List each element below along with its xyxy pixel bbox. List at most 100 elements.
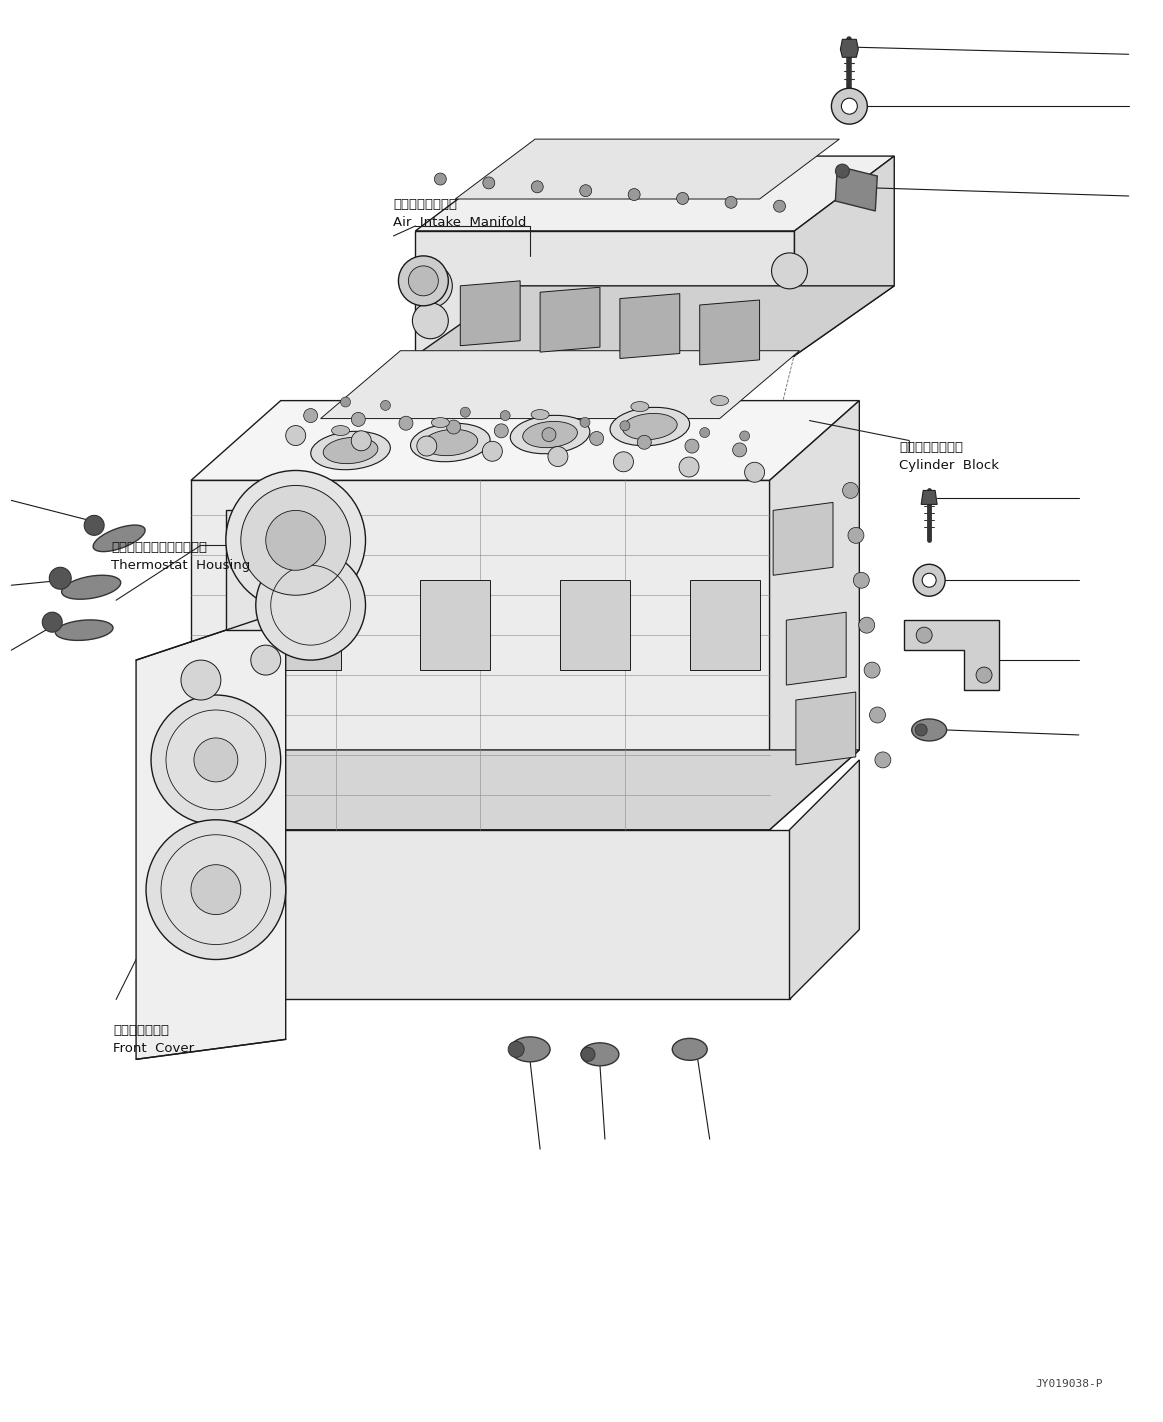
Circle shape [494, 424, 508, 438]
Text: 吸気マニホールド
Air  Intake  Manifold: 吸気マニホールド Air Intake Manifold [393, 198, 527, 229]
Bar [226, 510, 356, 630]
Ellipse shape [522, 421, 577, 448]
Polygon shape [455, 139, 840, 199]
Ellipse shape [311, 431, 391, 469]
Polygon shape [321, 351, 799, 418]
Circle shape [848, 528, 864, 543]
Ellipse shape [531, 410, 549, 419]
Bar [561, 580, 630, 670]
Ellipse shape [93, 525, 145, 552]
Circle shape [548, 447, 568, 466]
Ellipse shape [431, 418, 449, 428]
Circle shape [42, 613, 63, 633]
Circle shape [286, 425, 306, 445]
Circle shape [976, 667, 992, 683]
Polygon shape [620, 293, 679, 358]
Ellipse shape [912, 720, 947, 741]
Polygon shape [415, 230, 794, 356]
Polygon shape [770, 401, 859, 830]
Circle shape [399, 256, 448, 306]
Polygon shape [461, 280, 520, 346]
Circle shape [49, 567, 71, 589]
Circle shape [582, 1048, 595, 1061]
Circle shape [858, 617, 875, 633]
Polygon shape [700, 300, 759, 365]
Circle shape [508, 1041, 525, 1058]
Circle shape [725, 196, 737, 208]
Circle shape [916, 627, 933, 643]
Circle shape [434, 173, 447, 185]
Polygon shape [841, 40, 858, 57]
Polygon shape [191, 401, 859, 481]
Polygon shape [136, 610, 286, 1059]
Circle shape [84, 515, 105, 535]
Circle shape [685, 439, 699, 454]
Circle shape [408, 266, 438, 296]
Circle shape [842, 482, 858, 499]
Circle shape [181, 660, 221, 700]
Circle shape [922, 573, 936, 587]
Ellipse shape [511, 1037, 550, 1062]
Circle shape [700, 428, 709, 438]
Circle shape [744, 462, 764, 482]
Circle shape [266, 510, 326, 570]
Circle shape [351, 412, 365, 427]
Ellipse shape [411, 424, 490, 462]
Circle shape [740, 431, 750, 441]
Circle shape [413, 303, 448, 338]
Polygon shape [191, 749, 859, 830]
Polygon shape [415, 156, 894, 230]
Circle shape [256, 550, 365, 660]
Circle shape [835, 164, 849, 178]
Ellipse shape [331, 425, 350, 435]
Circle shape [416, 437, 437, 456]
Polygon shape [795, 693, 856, 765]
Circle shape [399, 417, 413, 431]
Polygon shape [790, 759, 859, 1000]
Circle shape [226, 471, 365, 610]
Circle shape [194, 738, 237, 782]
Bar [690, 580, 759, 670]
Circle shape [771, 253, 807, 289]
Circle shape [677, 192, 688, 205]
Polygon shape [191, 481, 770, 830]
Circle shape [483, 176, 494, 189]
Circle shape [864, 663, 880, 678]
Circle shape [580, 418, 590, 428]
Polygon shape [904, 620, 999, 690]
Polygon shape [773, 502, 833, 576]
Ellipse shape [323, 438, 378, 464]
Text: サーモスタットハウジング
Thermostat  Housing: サーモスタットハウジング Thermostat Housing [112, 542, 250, 572]
Circle shape [251, 646, 280, 675]
Circle shape [620, 421, 630, 431]
Circle shape [447, 419, 461, 434]
Circle shape [542, 428, 556, 442]
Ellipse shape [622, 414, 677, 439]
Circle shape [408, 264, 452, 307]
Text: シリンダブロック
Cylinder  Block: シリンダブロック Cylinder Block [899, 441, 999, 472]
Polygon shape [786, 613, 847, 685]
Circle shape [241, 485, 350, 596]
Text: JY019038-P: JY019038-P [1035, 1379, 1103, 1389]
Circle shape [191, 865, 241, 914]
Circle shape [579, 185, 592, 196]
Ellipse shape [56, 620, 113, 640]
Circle shape [679, 456, 699, 476]
Circle shape [151, 695, 280, 825]
Ellipse shape [672, 1038, 707, 1061]
Ellipse shape [711, 395, 729, 405]
Circle shape [870, 707, 885, 722]
Ellipse shape [62, 576, 121, 599]
Circle shape [531, 181, 543, 193]
Bar [271, 580, 341, 670]
Circle shape [147, 820, 286, 960]
Circle shape [832, 88, 868, 124]
Bar [420, 580, 491, 670]
Circle shape [915, 724, 927, 737]
Polygon shape [540, 287, 600, 353]
Polygon shape [415, 286, 894, 356]
Circle shape [351, 431, 371, 451]
Polygon shape [921, 491, 937, 505]
Ellipse shape [582, 1042, 619, 1066]
Circle shape [637, 435, 651, 449]
